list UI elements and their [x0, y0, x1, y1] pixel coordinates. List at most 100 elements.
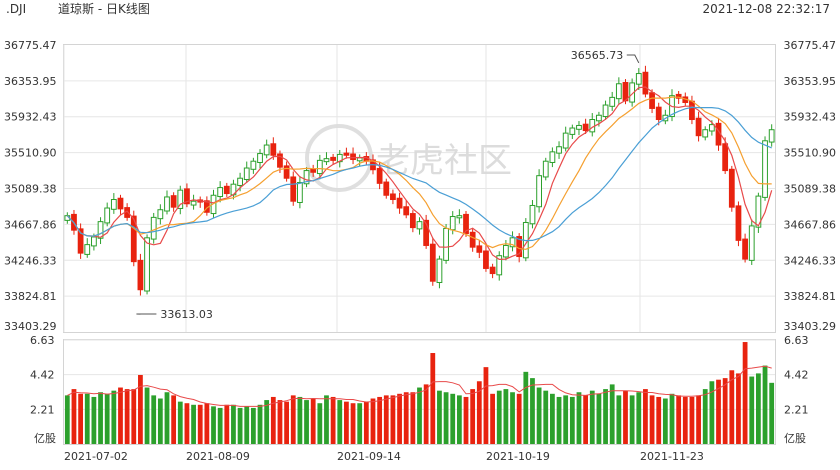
volume-bar — [157, 398, 163, 444]
y-tick-label-right: 33824.81 — [784, 290, 837, 303]
volume-bar — [623, 390, 628, 444]
candle-body — [297, 181, 303, 203]
volume-bar — [702, 389, 708, 444]
volume-bar — [124, 389, 130, 444]
volume-bar — [696, 395, 701, 444]
volume-bar — [736, 373, 741, 444]
volume-unit-right: 亿股 — [784, 432, 806, 445]
y-tick-label-left: 34667.86 — [4, 218, 57, 231]
volume-bar — [363, 401, 369, 444]
x-tick-label: 2021-11-23 — [640, 450, 704, 463]
candle-body — [556, 146, 562, 154]
volume-bar — [470, 389, 476, 444]
volume-bar — [643, 389, 648, 444]
y-tick-label-left: 35510.90 — [4, 147, 57, 160]
volume-bar — [430, 353, 436, 444]
volume-bar — [264, 400, 270, 444]
volume-bar — [211, 406, 216, 444]
candle-body — [509, 237, 516, 248]
y-tick-label-right: 33403.29 — [784, 320, 837, 333]
y-tick-label-left: 35089.38 — [4, 183, 57, 196]
candle-body — [642, 71, 649, 95]
volume-bar — [463, 396, 469, 444]
chart-datetime: 2021-12-08 22:32:17 — [702, 2, 830, 16]
candle-body — [748, 225, 755, 261]
volume-bar — [662, 398, 668, 444]
candle-body — [429, 243, 436, 282]
volume-bar — [596, 393, 602, 444]
candle-body — [137, 259, 144, 291]
y-tick-label-right: 34246.33 — [784, 254, 837, 267]
candle-body — [496, 255, 503, 276]
candle-body — [177, 189, 184, 209]
candle-body — [184, 188, 190, 205]
volume-bar — [270, 396, 276, 444]
volume-bar — [769, 382, 775, 444]
y-tick-label-left: 33403.29 — [4, 320, 57, 333]
volume-bar — [98, 392, 103, 444]
volume-tick-label-left: 2.21 — [30, 403, 55, 416]
moving-average-line — [66, 96, 772, 250]
chart-symbol: .DJI — [6, 2, 27, 16]
candle-body — [396, 197, 403, 209]
volume-bar — [530, 378, 535, 444]
volume-bar — [177, 401, 183, 444]
candle-body — [257, 153, 263, 163]
candle-body — [383, 181, 390, 196]
candle-body — [755, 195, 762, 228]
volume-tick-label-left: 4.42 — [30, 369, 55, 382]
volume-bar — [656, 396, 662, 444]
volume-bar — [437, 390, 442, 444]
candle-body — [536, 175, 542, 208]
annotation-leader — [626, 54, 640, 64]
candle-body — [562, 132, 569, 149]
volume-bar — [755, 373, 761, 444]
watermark-text: 老虎社区 — [376, 141, 512, 181]
volume-bar — [417, 387, 422, 444]
volume-bar — [277, 400, 283, 444]
volume-tick-label-right: 6.63 — [784, 334, 809, 347]
candle-body — [130, 215, 137, 263]
candle-body — [303, 170, 310, 185]
candle-body — [615, 83, 622, 100]
candle-body — [469, 231, 476, 248]
candle-body — [708, 124, 715, 132]
volume-bar — [456, 395, 462, 444]
moving-average-line — [66, 86, 773, 261]
volume-bar — [191, 404, 196, 444]
candle-body — [157, 209, 164, 220]
volume-bar — [576, 392, 582, 444]
volume-tick-label-left: 6.63 — [30, 334, 55, 347]
volume-bar — [523, 371, 529, 444]
x-tick-label: 2021-07-02 — [64, 450, 128, 463]
y-tick-label-left: 35932.43 — [4, 111, 57, 124]
volume-bar — [716, 379, 721, 444]
volume-bar — [337, 400, 343, 444]
candle-body — [104, 207, 111, 224]
volume-bar — [503, 389, 509, 444]
y-tick-label-right: 36775.47 — [784, 39, 837, 52]
volume-bar — [64, 395, 70, 444]
volume-bar — [104, 393, 110, 444]
candle-body — [237, 177, 243, 186]
candle-body — [91, 236, 97, 247]
high-annotation: 36565.73 — [571, 49, 624, 62]
volume-bar — [397, 393, 402, 444]
volume-bar — [78, 393, 84, 444]
volume-bar — [589, 390, 595, 444]
candle-body — [283, 165, 290, 179]
volume-tick-label-right: 2.21 — [784, 403, 809, 416]
volume-bar — [669, 393, 675, 444]
volume-bar — [516, 393, 522, 444]
volume-bar — [649, 395, 655, 444]
volume-bar — [536, 387, 542, 444]
candle-body — [675, 93, 682, 99]
candle-body — [443, 227, 449, 261]
candle-body — [243, 167, 250, 181]
y-tick-label-left: 33824.81 — [4, 290, 57, 303]
volume-bar — [370, 398, 376, 444]
volume-bar — [144, 387, 150, 444]
volume-bar — [197, 404, 203, 444]
y-axis-ticks: 36775.47 36775.47 36353.95 36353.95 35932.43… — [4, 39, 836, 445]
volume-bar — [603, 389, 608, 444]
